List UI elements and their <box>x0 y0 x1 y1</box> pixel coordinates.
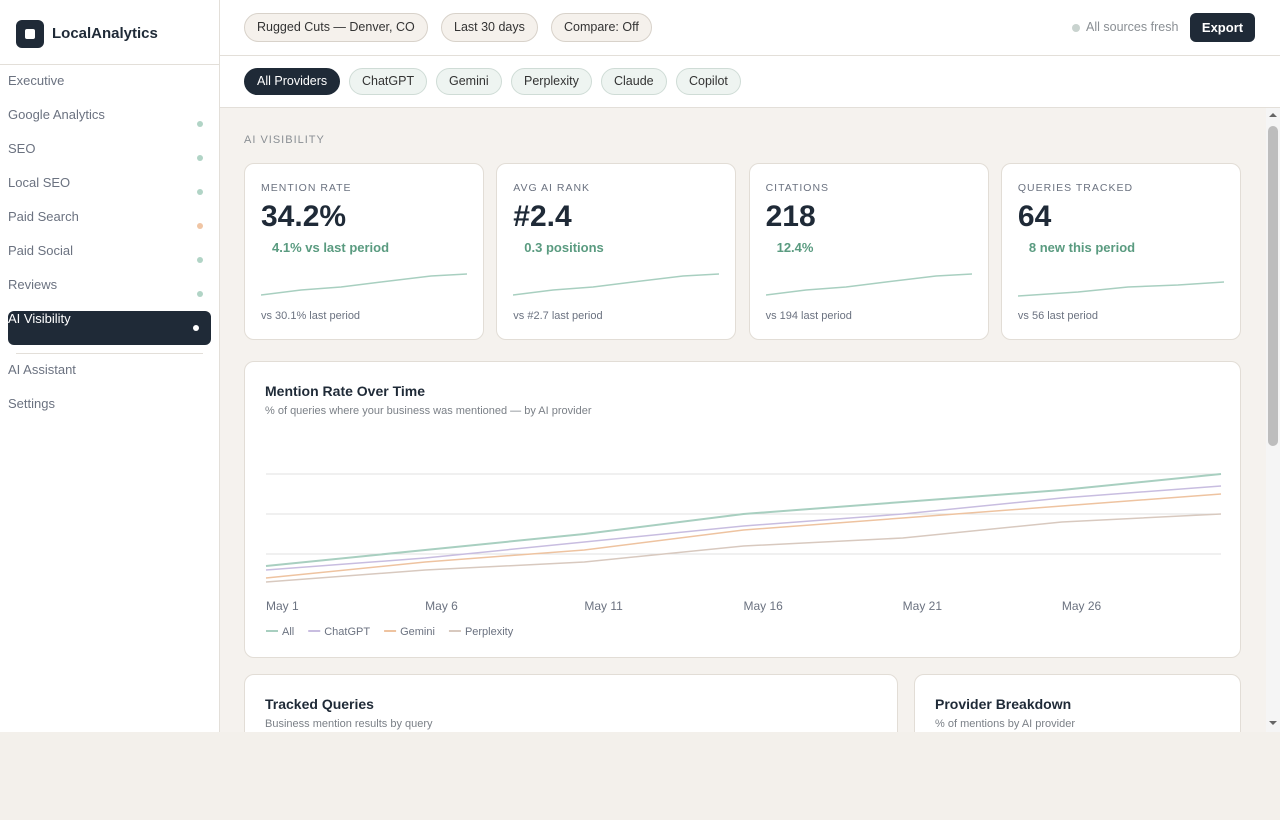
kpi-label: AVG AI RANK <box>513 182 591 194</box>
nav-item[interactable]: AI Assistant <box>8 362 211 396</box>
kpi-value: 64 <box>1017 200 1052 233</box>
kpi-delta: 8 new this period <box>1028 240 1136 255</box>
sparkline <box>261 273 467 296</box>
provider-tab[interactable]: All Providers <box>244 68 341 95</box>
filter-pill[interactable]: Rugged Cuts — Denver, CO <box>244 13 428 42</box>
status-dot <box>193 325 199 331</box>
status-dot <box>1072 24 1080 32</box>
nav-label: Paid Social <box>8 243 74 258</box>
nav-item[interactable]: Paid Social <box>8 243 211 277</box>
status: All sources fresh <box>1086 20 1179 34</box>
nav-item[interactable]: SEO <box>8 141 211 175</box>
nav-label: AI Assistant <box>8 362 76 377</box>
x-tick-label: May 1 <box>266 599 299 613</box>
nav-label: Reviews <box>8 277 58 292</box>
panel-card: Provider Breakdown % of mentions by AI pr… <box>914 674 1241 732</box>
nav-label: Google Analytics <box>8 107 105 122</box>
panel-title: Tracked Queries <box>265 696 374 712</box>
status-dot <box>197 155 203 161</box>
x-tick-label: May 26 <box>1062 599 1102 613</box>
kpi-label: QUERIES TRACKED <box>1017 182 1134 194</box>
sparkline <box>513 273 720 296</box>
topbar: All sources fresh Export Rugged Cuts — D… <box>220 0 1280 56</box>
nav-label: Executive <box>8 73 65 88</box>
chart-subtitle: % of queries where your business was men… <box>265 405 592 417</box>
nav-item[interactable]: Google Analytics <box>8 107 211 141</box>
kpi-value: 218 <box>765 200 816 233</box>
series-line <box>265 493 1222 579</box>
status-dot <box>197 257 203 263</box>
chart-title: Mention Rate Over Time <box>265 383 426 399</box>
provider-tab[interactable]: Claude <box>601 68 667 95</box>
divider <box>16 353 203 354</box>
export-button[interactable]: Export <box>1190 13 1255 42</box>
status-dot <box>197 223 203 229</box>
divider <box>0 64 219 65</box>
legend-label: Perplexity <box>465 626 514 638</box>
app: LocalAnalytics Executive Google Analytics… <box>0 0 1280 732</box>
panel-card: Tracked Queries Business mention results … <box>244 674 898 732</box>
legend-label: All <box>282 626 294 638</box>
x-tick-label: May 16 <box>744 599 784 613</box>
filter-pill[interactable]: Last 30 days <box>441 13 538 42</box>
kpi-card: CITATIONS 218 12.4% vs 194 last period <box>748 163 989 340</box>
scrollbar[interactable] <box>1266 108 1280 732</box>
kpi-compare: vs 56 last period <box>1017 310 1098 322</box>
kpi-delta: 4.1% vs last period <box>272 240 390 255</box>
nav-item[interactable]: AI Visibility <box>8 311 211 345</box>
section-label: AI VISIBILITY <box>244 134 325 146</box>
sparkline <box>1017 281 1224 297</box>
nav-item[interactable]: Executive <box>8 73 211 107</box>
x-tick-label: May 21 <box>903 599 943 613</box>
kpi-label: CITATIONS <box>765 182 830 194</box>
sparkline <box>765 273 972 296</box>
kpi-card: QUERIES TRACKED 64 8 new this period vs 56 … <box>1000 163 1241 340</box>
kpi-label: MENTION RATE <box>261 182 352 194</box>
panel-subtitle: Business mention results by query <box>265 718 433 730</box>
x-tick-label: May 6 <box>425 599 458 613</box>
kpi-compare: vs 30.1% last period <box>261 310 361 322</box>
series-line <box>265 473 1222 567</box>
provider-tab[interactable]: Copilot <box>676 68 741 95</box>
nav-label: Paid Search <box>8 209 79 224</box>
nav-item[interactable]: Local SEO <box>8 175 211 209</box>
panel-title: Provider Breakdown <box>935 696 1072 712</box>
legend-label: ChatGPT <box>324 626 370 638</box>
x-tick-label: May 11 <box>584 599 623 613</box>
status-dot <box>197 189 203 195</box>
nav-label: Settings <box>8 396 55 411</box>
legend-label: Gemini <box>400 626 435 638</box>
nav-label: SEO <box>8 141 36 156</box>
filter-pill[interactable]: Compare: Off <box>551 13 652 42</box>
brand: LocalAnalytics <box>52 25 158 42</box>
kpi-delta: 12.4% <box>776 240 814 255</box>
nav-item[interactable]: Reviews <box>8 277 211 311</box>
provider-tab[interactable]: Perplexity <box>511 68 592 95</box>
status-dot <box>197 291 203 297</box>
nav-label: Local SEO <box>8 175 71 190</box>
provider-tab[interactable]: ChatGPT <box>349 68 428 95</box>
scroll-arrows <box>1269 113 1277 725</box>
panel-subtitle: % of mentions by AI provider <box>935 718 1076 730</box>
scroll-thumb[interactable] <box>1268 126 1278 446</box>
status-dot <box>197 121 203 127</box>
chart: May 1 May 6 May 11 May 16 May 21 May 26 All Cha… <box>265 473 1222 638</box>
provider-tab[interactable]: Gemini <box>436 68 502 95</box>
kpi-card: MENTION RATE 34.2% 4.1% vs last period vs 3… <box>244 163 484 340</box>
kpi-value: 34.2% <box>261 200 347 233</box>
kpi-value: #2.4 <box>513 200 572 233</box>
nav-label: AI Visibility <box>8 311 71 326</box>
nav-item[interactable]: Paid Search <box>8 209 211 243</box>
kpi-delta: 0.3 positions <box>524 240 604 255</box>
series-line <box>265 513 1222 583</box>
kpi-card: AVG AI RANK #2.4 0.3 positions vs #2.7 last… <box>496 163 737 340</box>
logo <box>16 20 44 48</box>
series-line <box>265 485 1222 571</box>
nav-item[interactable]: Settings <box>8 396 211 430</box>
chart-card: Mention Rate Over Time % of queries wher… <box>244 361 1241 658</box>
kpi-compare: vs 194 last period <box>765 310 852 322</box>
kpi-compare: vs #2.7 last period <box>513 310 603 322</box>
provider-bar: All Providers ChatGPT Gemini Perplexity Clau… <box>220 56 1280 108</box>
sidebar: LocalAnalytics Executive Google Analytics… <box>0 0 220 732</box>
